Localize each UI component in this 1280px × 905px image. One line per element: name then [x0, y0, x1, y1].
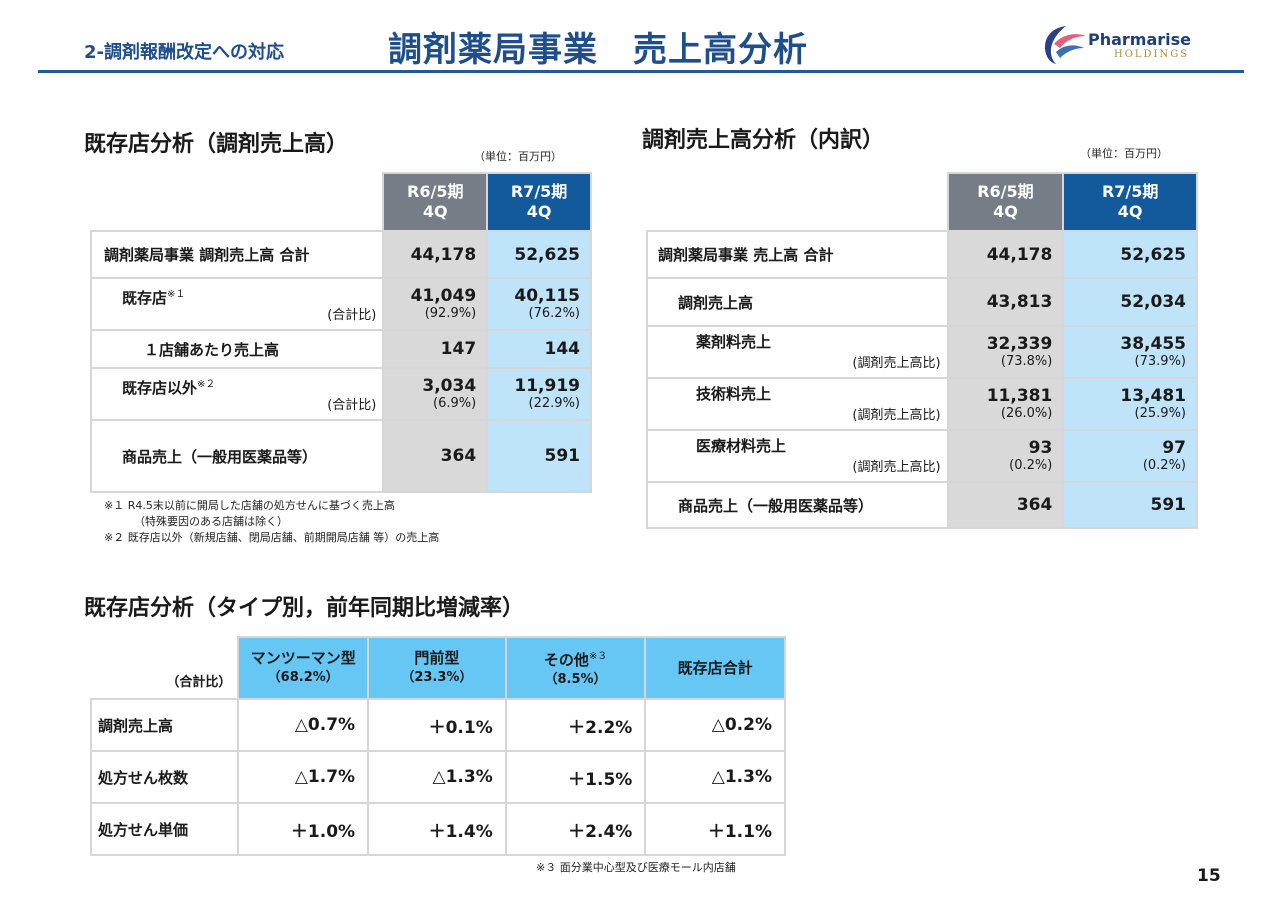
value-r7: 11,919 (22.9%) [486, 367, 592, 421]
table-row: 処方せん枚数 △1.7% △1.3% ＋1.5% △1.3% [89, 750, 786, 804]
table-row: 調剤薬局事業 調剤売上高 合計 44,178 52,625 [89, 230, 592, 279]
value-r6: 44,178 [946, 230, 1065, 279]
row-label: 商品売上（一般用医薬品等） [646, 481, 949, 529]
col-header-monzen: 門前型 （23.3%） [367, 636, 507, 700]
value-r7: 52,034 [1062, 277, 1198, 327]
type-analysis-title: 既存店分析（タイプ別，前年同期比増減率） [84, 596, 525, 621]
col-header-other: その他※３ （8.5%） [504, 636, 647, 700]
table-cell: ＋0.1% [367, 698, 507, 752]
table-cell: ＋1.0% [237, 802, 370, 856]
value-r6: 41,049 (92.9%) [382, 277, 489, 331]
table-row: 商品売上（一般用医薬品等） 364 591 [89, 419, 592, 493]
value-r6: 3,034 (6.9%) [382, 367, 489, 421]
col-header-r7: R7/5期 4Q [486, 172, 592, 232]
company-logo: Pharmarise HOLDINGS [1036, 22, 1211, 66]
logo-text: Pharmarise [1088, 30, 1192, 49]
row-label: 処方せん枚数 [89, 750, 240, 804]
row-label: １店舗あたり売上高 [89, 329, 385, 369]
value-r6: 43,813 [946, 277, 1065, 327]
table-cell: △1.3% [367, 750, 507, 804]
ratio-corner-label: （合計比） [166, 675, 232, 690]
value-r7: 52,625 [1062, 230, 1198, 279]
col-header-r6: R6/5期 4Q [946, 172, 1065, 232]
row-label: 商品売上（一般用医薬品等） [89, 419, 385, 493]
page-number: 15 [1197, 866, 1221, 886]
table-cell: ＋1.1% [644, 802, 786, 856]
row-label: 調剤薬局事業 売上高 合計 [646, 230, 949, 279]
row-label: 技術料売上 (調剤売上高比) [646, 377, 949, 431]
table-row: 処方せん単価 ＋1.0% ＋1.4% ＋2.4% ＋1.1% [89, 802, 786, 856]
value-r7: 144 [486, 329, 592, 369]
footnote-3: ※３ 面分業中心型及び医療モール内店舗 [536, 861, 736, 874]
table-row: 既存店※１ (合計比) 41,049 (92.9%) 40,115 (76.2%) [89, 277, 592, 331]
row-label: 調剤薬局事業 調剤売上高 合計 [89, 230, 385, 279]
value-r7: 97 (0.2%) [1062, 429, 1198, 483]
table-row: 薬剤料売上 (調剤売上高比) 32,339 (73.8%) 38,455 (73.9%… [646, 325, 1198, 379]
row-label: 薬剤料売上 (調剤売上高比) [646, 325, 949, 379]
table-cell: ＋1.4% [367, 802, 507, 856]
value-r6: 364 [946, 481, 1065, 529]
row-label: 既存店※１ (合計比) [89, 277, 385, 331]
header-divider [38, 70, 1244, 73]
value-r6: 147 [382, 329, 489, 369]
breakdown-table: R6/5期 4Q R7/5期 4Q 調剤薬局事業 売上高 合計 44,178 52,… [646, 172, 1198, 529]
col-header-manto-man: マンツーマン型 （68.2%） [237, 636, 370, 700]
col-header-r7: R7/5期 4Q [1062, 172, 1198, 232]
table-row: 調剤薬局事業 売上高 合計 44,178 52,625 [646, 230, 1198, 279]
value-r6: 44,178 [382, 230, 489, 279]
table-cell: ＋2.4% [504, 802, 647, 856]
table-cell: △1.7% [237, 750, 370, 804]
value-r6: 364 [382, 419, 489, 493]
table-row: 調剤売上高 △0.7% ＋0.1% ＋2.2% △0.2% [89, 698, 786, 752]
right-unit-label: （単位：百万円） [1080, 147, 1168, 160]
value-r7: 591 [486, 419, 592, 493]
table-cell: ＋1.5% [504, 750, 647, 804]
footnote-2: ※２ 既存店以外（新規店舗、閉局店舗、前期開局店舗 等）の売上高 [104, 531, 440, 544]
table-cell: ＋2.2% [504, 698, 647, 752]
row-label: 処方せん単価 [89, 802, 240, 856]
table-row: 医療材料売上 (調剤売上高比) 93 (0.2%) 97 (0.2%) [646, 429, 1198, 483]
table-cell: △0.7% [237, 698, 370, 752]
footnote-1: ※１ R4.5末以前に開局した店舗の処方せんに基づく売上高 [104, 499, 395, 512]
table-row: 商品売上（一般用医薬品等） 364 591 [646, 481, 1198, 529]
logo-subtext: HOLDINGS [1114, 49, 1190, 60]
type-analysis-table: （合計比） マンツーマン型 （68.2%） 門前型 （23.3%） その他※３ （8.… [89, 636, 786, 856]
footnote-1-cont: （特殊要因のある店舗は除く） [134, 515, 288, 528]
table-cell: △0.2% [644, 698, 786, 752]
row-label: 調剤売上高 [89, 698, 240, 752]
row-label: 既存店以外※２ (合計比) [89, 367, 385, 421]
value-r6: 11,381 (26.0%) [946, 377, 1065, 431]
table-row: 技術料売上 (調剤売上高比) 11,381 (26.0%) 13,481 (25.9%… [646, 377, 1198, 431]
existing-store-title: 既存店分析（調剤売上高） [84, 132, 349, 157]
value-r7: 13,481 (25.9%) [1062, 377, 1198, 431]
value-r7: 38,455 (73.9%) [1062, 325, 1198, 379]
table-cell: △1.3% [644, 750, 786, 804]
existing-store-table: R6/5期 4Q R7/5期 4Q 調剤薬局事業 調剤売上高 合計 44,178 5… [89, 172, 592, 493]
value-r7: 40,115 (76.2%) [486, 277, 592, 331]
row-label: 医療材料売上 (調剤売上高比) [646, 429, 949, 483]
page-title: 調剤薬局事業 売上高分析 [388, 30, 808, 70]
value-r7: 52,625 [486, 230, 592, 279]
value-r6: 93 (0.2%) [946, 429, 1065, 483]
table-row: １店舗あたり売上高 147 144 [89, 329, 592, 369]
value-r6: 32,339 (73.8%) [946, 325, 1065, 379]
col-header-r6: R6/5期 4Q [382, 172, 489, 232]
logo-mark-icon [1044, 26, 1086, 64]
table-row: 調剤売上高 43,813 52,034 [646, 277, 1198, 327]
value-r7: 591 [1062, 481, 1198, 529]
left-unit-label: （単位：百万円） [474, 150, 562, 163]
breakdown-title: 調剤売上高分析（内訳） [642, 128, 885, 153]
section-label: 2-調剤報酬改定への対応 [84, 42, 284, 63]
table-row: 既存店以外※２ (合計比) 3,034 (6.9%) 11,919 (22.9%) [89, 367, 592, 421]
row-label: 調剤売上高 [646, 277, 949, 327]
col-header-total: 既存店合計 [644, 636, 786, 700]
